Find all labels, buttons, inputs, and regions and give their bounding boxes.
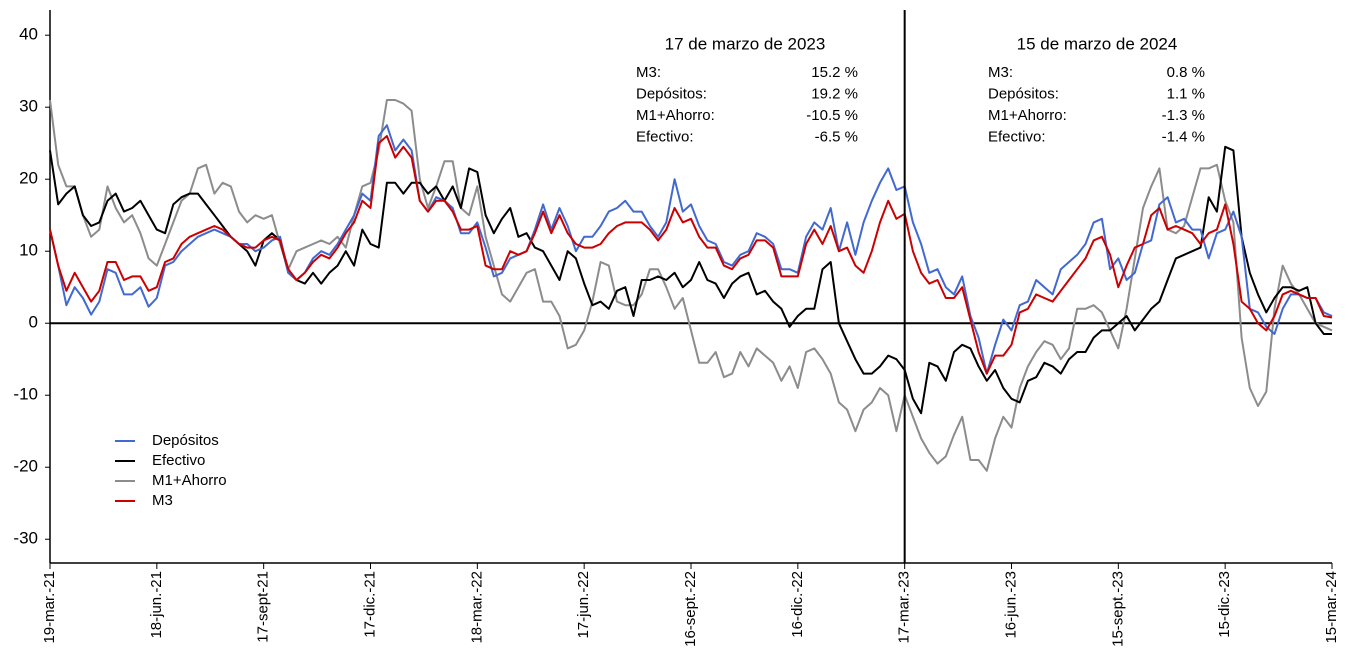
annotation-value: 0.8 %: [1167, 64, 1205, 81]
annotation-title: 15 de marzo de 2024: [1017, 34, 1178, 53]
annotation-label: Efectivo:: [988, 128, 1046, 145]
x-tick-label: 17-dic.-21: [361, 571, 378, 638]
x-tick-label: 15-sept.-23: [1109, 571, 1126, 647]
x-tick-label: 17-mar.-23: [896, 571, 913, 644]
annotation-label: M3:: [636, 64, 661, 81]
x-tick-label: 17-jun.-22: [575, 571, 592, 639]
annotation-label: Efectivo:: [636, 128, 694, 145]
x-tick-label: 18-jun.-21: [148, 571, 165, 639]
legend-label: Depósitos: [152, 432, 219, 449]
annotation-label: M1+Ahorro:: [988, 107, 1067, 124]
annotation-label: Depósitos:: [636, 85, 707, 102]
annotation-value: -1.4 %: [1162, 128, 1205, 145]
legend-label: Efectivo: [152, 452, 205, 469]
annotation-value: 15.2 %: [811, 64, 858, 81]
annotation-value: 19.2 %: [811, 85, 858, 102]
y-tick-label: -10: [13, 385, 38, 404]
series-line: [49, 124, 1333, 375]
x-tick-label: 17-sept-21: [255, 571, 272, 643]
legend-label: M3: [152, 492, 173, 509]
x-tick-label: 16-dic.-22: [789, 571, 806, 638]
y-tick-label: -30: [13, 529, 38, 548]
x-tick-label: 15-mar.-24: [1323, 571, 1340, 644]
annotation-value: 1.1 %: [1167, 85, 1205, 102]
series-line: [49, 135, 1333, 375]
y-tick-label: 30: [19, 97, 38, 116]
series-line: [49, 145, 1332, 415]
annotation-title: 17 de marzo de 2023: [665, 34, 826, 53]
x-tick-label: 15-dic.-23: [1216, 571, 1233, 638]
legend-label: M1+Ahorro: [152, 472, 227, 489]
annotation-value: -1.3 %: [1162, 107, 1205, 124]
annotation-label: M3:: [988, 64, 1013, 81]
y-tick-label: 10: [19, 241, 38, 260]
x-tick-label: 16-jun.-23: [1002, 571, 1019, 639]
annotation-label: M1+Ahorro:: [636, 107, 715, 124]
annotation-value: -6.5 %: [815, 128, 858, 145]
annotation-value: -10.5 %: [806, 107, 858, 124]
annotation-label: Depósitos:: [988, 85, 1059, 102]
y-tick-label: 0: [29, 313, 38, 332]
x-tick-label: 19-mar.-21: [41, 571, 58, 644]
y-tick-label: 20: [19, 169, 38, 188]
x-tick-label: 16-sept.-22: [682, 571, 699, 647]
x-tick-label: 18-mar.-22: [468, 571, 485, 644]
y-tick-label: 40: [19, 25, 38, 44]
series-line: [49, 99, 1333, 472]
y-tick-label: -20: [13, 457, 38, 476]
